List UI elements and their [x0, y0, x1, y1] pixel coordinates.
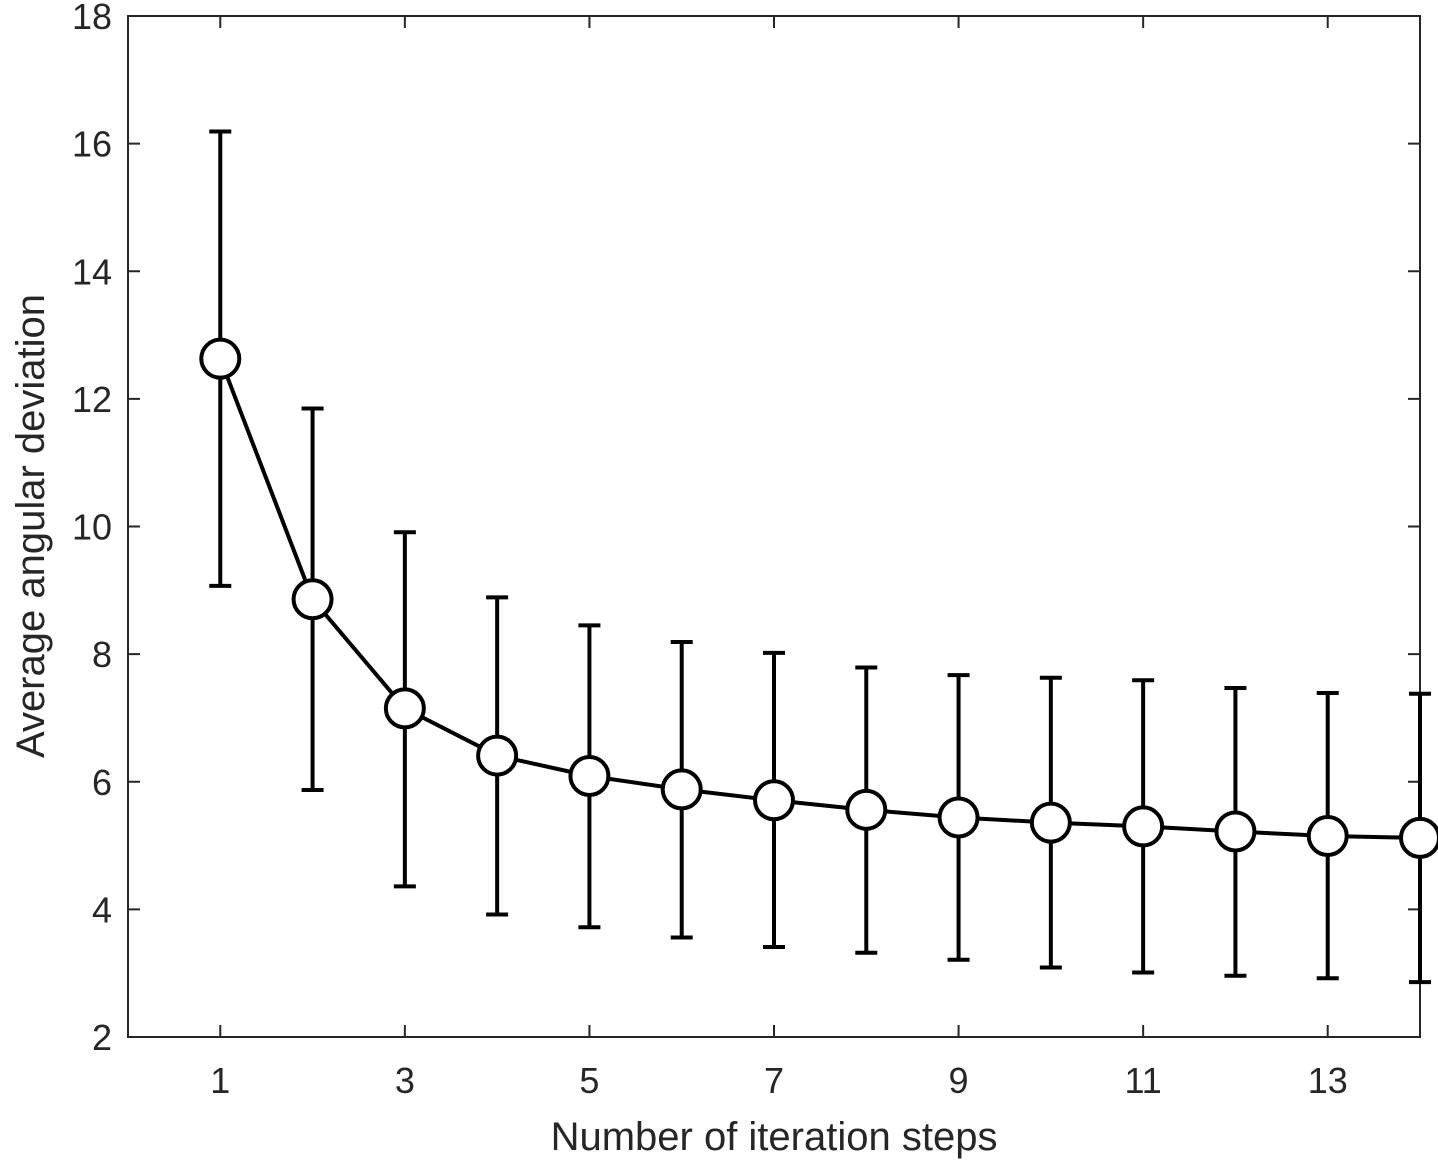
series-line: [218, 357, 1421, 840]
labels: Number of iteration steps Average angula…: [9, 294, 997, 1159]
data-point: [753, 779, 795, 822]
y-tick-label: 2: [92, 1017, 112, 1058]
y-tick-label: 10: [72, 507, 112, 548]
error-bars: [209, 129, 1431, 985]
data-point: [1214, 810, 1257, 853]
markers: [199, 337, 1438, 859]
data-point: [199, 337, 242, 380]
x-tick-label: 5: [579, 1060, 599, 1101]
data-point: [568, 755, 611, 798]
data-point: [1306, 814, 1349, 857]
data-point: [845, 788, 888, 831]
x-tick-label: 1: [210, 1060, 230, 1101]
series-line-group: [218, 357, 1421, 840]
data-point: [1122, 805, 1165, 848]
x-tick-label: 3: [395, 1060, 415, 1101]
x-tick-label: 9: [949, 1060, 969, 1101]
data-point: [1029, 801, 1072, 844]
y-tick-label: 16: [72, 124, 112, 165]
data-point: [660, 768, 703, 811]
y-tick-label: 8: [92, 634, 112, 675]
data-point: [937, 796, 980, 839]
data-point: [1399, 816, 1438, 859]
data-point: [476, 734, 519, 777]
data-point: [383, 687, 426, 730]
y-tick-label: 4: [92, 889, 112, 930]
data-point: [291, 578, 334, 621]
x-tick-label: 13: [1308, 1060, 1348, 1101]
x-axis-label: Number of iteration steps: [551, 1115, 998, 1159]
x-tick-label: 7: [764, 1060, 784, 1101]
y-tick-label: 18: [72, 0, 112, 37]
y-axis-label: Average angular deviation: [9, 294, 53, 758]
y-tick-label: 14: [72, 251, 112, 292]
y-tick-label: 12: [72, 379, 112, 420]
x-tick-label: 11: [1124, 1060, 1161, 1101]
y-tick-label: 6: [92, 762, 112, 803]
